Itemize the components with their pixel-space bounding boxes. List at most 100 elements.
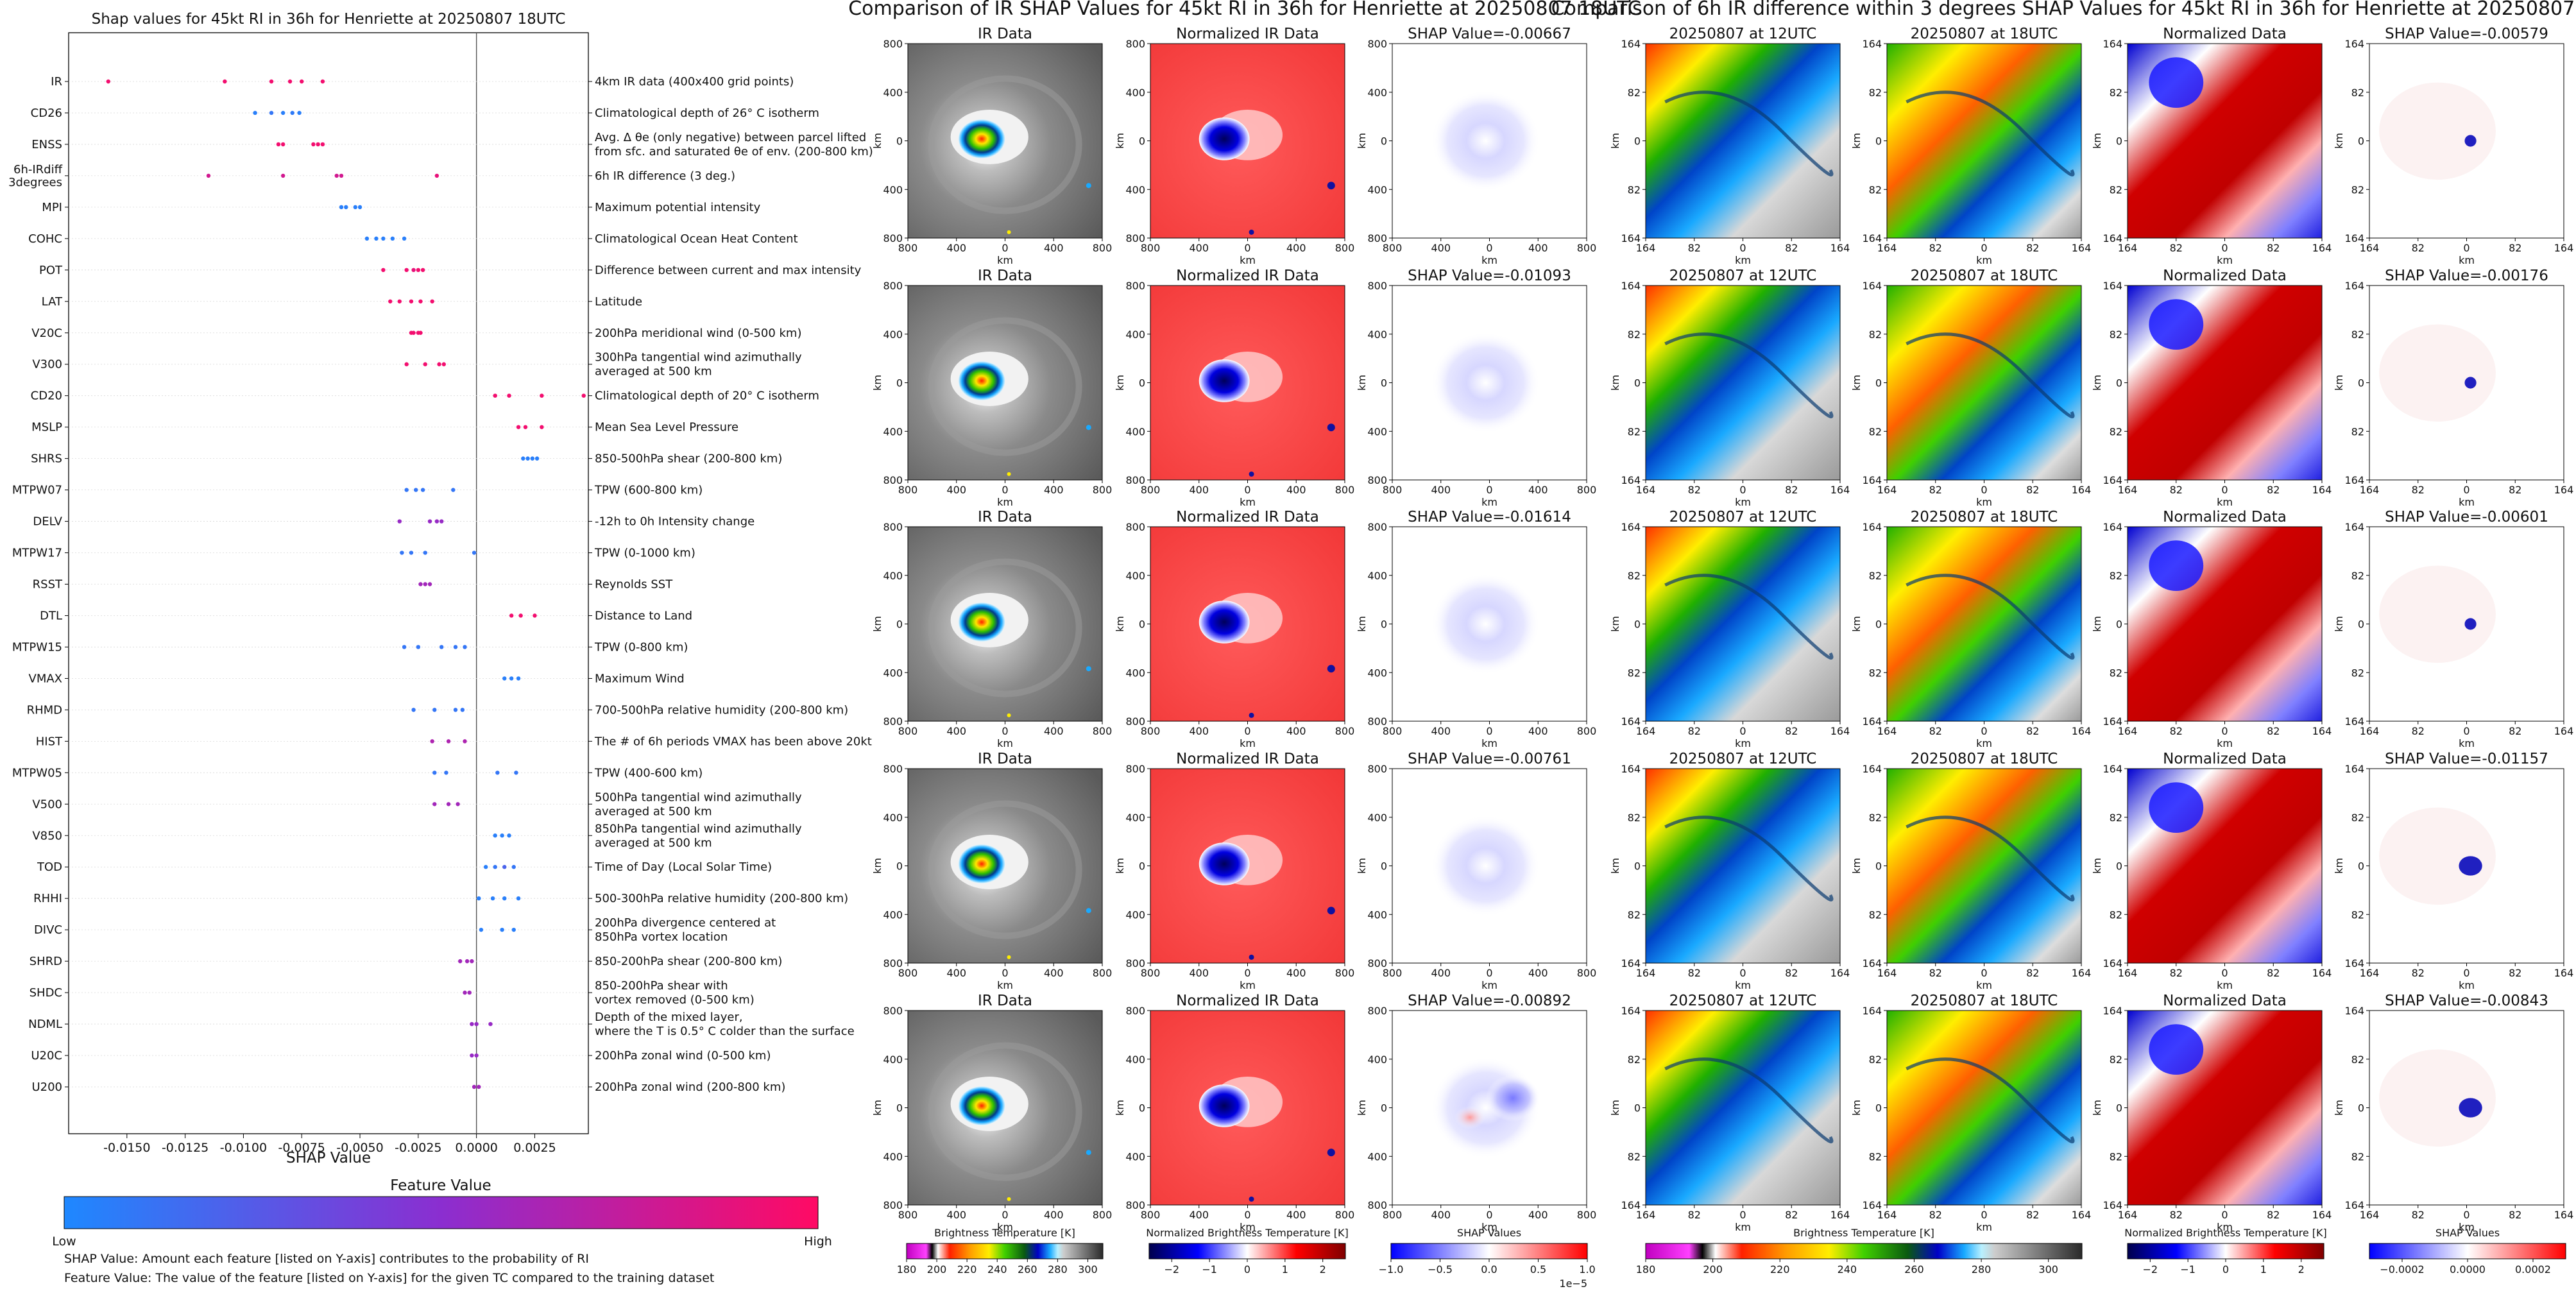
panel-y-tick-label: 0 <box>896 860 903 873</box>
panel-y-axis-label: km <box>2333 1100 2345 1116</box>
colorbar-label: SHAP Values <box>2435 1227 2500 1239</box>
panel-x-axis-label: km <box>2459 496 2475 508</box>
shap-summary-plot: Shap values for 45kt RI in 36h for Henri… <box>8 11 873 1285</box>
colorbar-label: SHAP Values <box>1457 1227 1521 1239</box>
shap-negative-region <box>1485 1074 1540 1122</box>
feature-description: Mean Sea Level Pressure <box>595 421 738 434</box>
panel-x-tick-label: 164 <box>2072 242 2092 254</box>
panel-x-tick-label: 164 <box>2072 725 2092 737</box>
panel-y-tick-label: 0 <box>2358 1102 2364 1114</box>
panel-y-tick-label: 400 <box>1367 87 1387 99</box>
feature-description: 200hPa zonal wind (200-800 km) <box>595 1080 785 1094</box>
panel-title: 20250807 at 18UTC <box>1911 268 2058 284</box>
panel-y-tick-label: 400 <box>883 1054 903 1066</box>
panel-y-tick-label: 400 <box>883 87 903 99</box>
panel-title: 20250807 at 18UTC <box>1911 751 2058 767</box>
panel-y-tick-label: 0 <box>1875 135 1882 148</box>
shap-point <box>400 551 404 555</box>
panel-x-tick-label: 164 <box>1830 484 1850 496</box>
panel-x-tick-label: 400 <box>1044 967 1064 979</box>
panel-y-tick-label: 82 <box>1628 1054 1641 1066</box>
panel-x-tick-label: 82 <box>2026 242 2039 254</box>
panel-y-tick-label: 164 <box>2344 1005 2364 1017</box>
panel-y-axis-label: km <box>2333 375 2345 391</box>
panel-x-axis-label: km <box>2217 1221 2233 1233</box>
panel-y-axis-label: km <box>1609 375 1621 391</box>
feature-label: V850 <box>32 829 62 842</box>
panel-x-tick-label: 800 <box>1577 725 1597 737</box>
cloud-edge-contour <box>1906 574 2075 660</box>
shap-point <box>460 708 465 712</box>
panel-y-tick-label: 82 <box>1869 667 1882 679</box>
shap-point <box>488 1021 493 1027</box>
panel-y-tick-label: 82 <box>1869 812 1882 824</box>
panel-x-tick-label: 400 <box>1431 484 1451 496</box>
panel-y-tick-label: 0 <box>1139 1102 1145 1114</box>
feature-label: 3degrees <box>8 176 62 189</box>
shap-point <box>467 990 472 995</box>
panel-y-tick-label: 400 <box>1125 1054 1145 1066</box>
panel-x-tick-label: 82 <box>2026 967 2039 979</box>
panel-y-tick-label: 164 <box>1862 763 1882 775</box>
feature-label: POT <box>39 264 63 277</box>
panel-x-tick-label: 82 <box>2267 725 2280 737</box>
feature-label: V500 <box>32 798 62 811</box>
panel-x-tick-label: 400 <box>1286 967 1306 979</box>
panel-y-tick-label: 164 <box>1862 957 1882 969</box>
shap-point <box>418 582 423 586</box>
panel-x-tick-label: 0 <box>2221 242 2228 254</box>
panel-x-tick-label: 400 <box>1528 1209 1548 1221</box>
panel-y-axis-label: km <box>2091 858 2103 874</box>
panel-y-tick-label: 0 <box>1634 135 1641 148</box>
colorbar <box>1390 1243 1588 1259</box>
panel-y-tick-label: 800 <box>883 38 903 50</box>
zoom-image <box>1646 769 1840 963</box>
panel-y-tick-label: 0 <box>1381 135 1387 148</box>
panel-y-tick-label: 800 <box>1125 38 1145 50</box>
panel-x-tick-label: 400 <box>1189 242 1209 254</box>
panel-x-axis-label: km <box>2217 979 2233 991</box>
panel-title: Normalized Data <box>2163 26 2287 42</box>
panel-y-tick-label: 82 <box>2110 87 2122 99</box>
panel-x-tick-label: 164 <box>2118 242 2138 254</box>
panel-x-tick-label: 400 <box>946 967 966 979</box>
shap-point <box>530 456 535 461</box>
shap-point <box>470 1021 474 1027</box>
panel-y-tick-label: 164 <box>2344 715 2364 728</box>
panel-y-axis-label: km <box>871 375 883 391</box>
x-tick-label: -0.0150 <box>103 1141 150 1155</box>
panel-x-tick-label: 400 <box>1286 725 1306 737</box>
zoom-image <box>1646 527 1840 721</box>
panel-x-tick-label: 800 <box>1093 725 1113 737</box>
shap-point <box>500 833 504 838</box>
panel-x-tick-label: 164 <box>2360 484 2380 496</box>
feature-description: 300hPa tangential wind azimuthally <box>595 351 802 364</box>
panel-x-tick-label: 800 <box>898 484 918 496</box>
panel-y-tick-label: 82 <box>2110 329 2122 341</box>
shap-point <box>276 142 281 147</box>
normalized-core <box>1198 359 1250 402</box>
panel-y-axis-label: km <box>2333 616 2345 632</box>
shap-point <box>509 613 514 618</box>
shap-point <box>402 236 407 241</box>
zoom-image <box>1887 1011 2081 1205</box>
shap-point <box>477 1084 481 1089</box>
panel-x-tick-label: 400 <box>1286 484 1306 496</box>
colorbar-tick-label: −2 <box>2143 1263 2158 1276</box>
panel-x-tick-label: 82 <box>2170 1209 2183 1221</box>
feature-label: CD20 <box>31 389 62 403</box>
panel-y-axis-label: km <box>871 133 883 149</box>
panel-y-tick-label: 82 <box>2351 570 2364 582</box>
panel-y-tick-label: 400 <box>1125 812 1145 824</box>
panel-x-axis-label: km <box>1481 979 1497 991</box>
shap-point <box>223 79 227 84</box>
shap-point <box>434 519 439 524</box>
shap-point <box>423 551 427 555</box>
panel-title: Normalized IR Data <box>1176 268 1319 284</box>
shap-point <box>514 771 518 775</box>
colorbar-tick-label: 180 <box>897 1263 917 1276</box>
cloud-edge-contour <box>1664 1057 1834 1144</box>
panel-x-tick-label: 400 <box>1189 484 1209 496</box>
panel-y-tick-label: 800 <box>883 715 903 728</box>
panel-x-tick-label: 82 <box>1929 725 1942 737</box>
